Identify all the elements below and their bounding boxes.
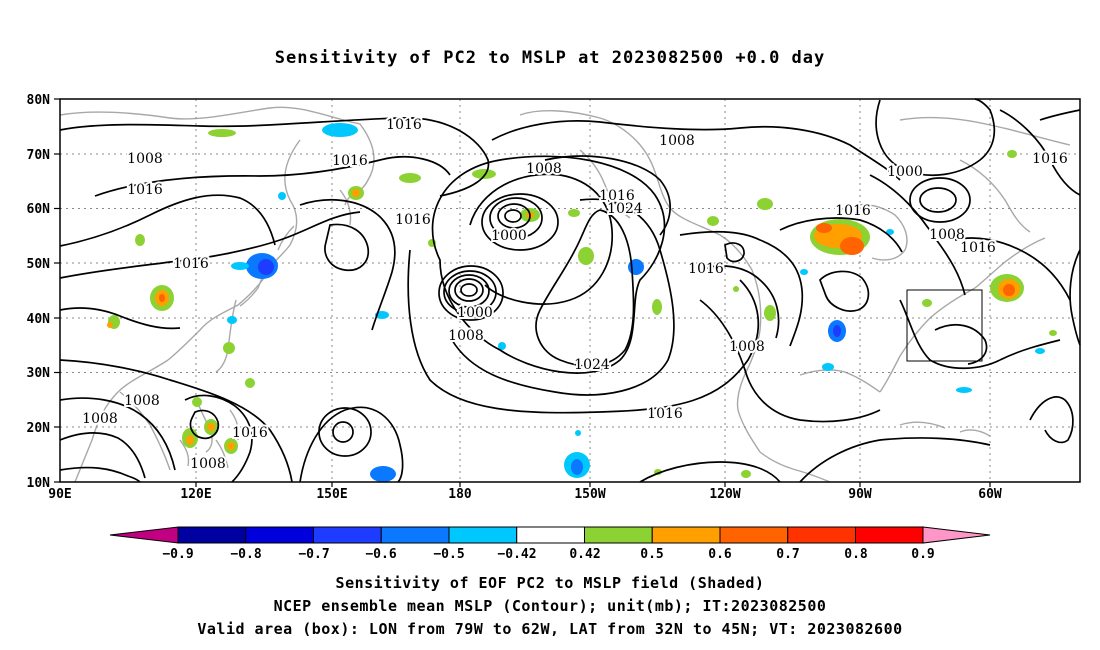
contour-label: 1016 <box>1032 151 1068 167</box>
colorbar-label: 0.6 <box>708 547 732 562</box>
colorbar-bin <box>855 526 924 544</box>
contour-label: 1016 <box>386 117 422 133</box>
lon-label: 90E <box>48 487 71 502</box>
contour-label: 1008 <box>190 456 226 472</box>
contour-label: 1000 <box>491 228 527 244</box>
contour-label: 1008 <box>124 393 160 409</box>
contour-label: 1016 <box>960 240 996 256</box>
lon-label: 150E <box>316 487 347 502</box>
colorbar-bin <box>380 526 450 544</box>
lon-ticks <box>195 482 991 487</box>
colorbar-bin <box>651 526 721 544</box>
caption-shading: Sensitivity of EOF PC2 to MSLP field (Sh… <box>335 574 765 592</box>
map-frame <box>59 98 1081 483</box>
contour-label: 1008 <box>448 328 484 344</box>
lat-label: 80N <box>27 93 51 108</box>
colorbar-bin <box>177 526 247 544</box>
lat-label: 60N <box>27 202 51 217</box>
contour-label: 1016 <box>835 203 871 219</box>
colorbar-bin <box>313 526 382 544</box>
mslp-contours <box>59 98 1081 483</box>
colorbar-bin <box>516 526 585 544</box>
contour-label: 1024 <box>574 357 610 373</box>
contour-label: 1016 <box>395 212 431 228</box>
colorbar-label: −0.42 <box>497 547 536 562</box>
page-title: Sensitivity of PC2 to MSLP at 2023082500… <box>274 48 826 68</box>
caption-valid-area: Valid area (box): LON from 79W to 62W, L… <box>197 620 903 638</box>
contour-label: 1016 <box>688 261 724 277</box>
contour-label: 1016 <box>127 182 163 198</box>
contour-label: 1016 <box>332 153 368 169</box>
contour-label: 1016 <box>599 188 635 204</box>
lon-label: 60W <box>978 487 1002 502</box>
colorbar-label: −0.6 <box>365 547 396 562</box>
lat-label: 20N <box>27 421 51 436</box>
map-plot-area: 1016 1008 1016 1016 1016 1008 1008 1016 … <box>59 98 1081 483</box>
colorbar-bin <box>787 526 856 544</box>
colorbar-label: 0.42 <box>569 547 600 562</box>
lon-label: 120E <box>180 487 211 502</box>
lon-label: 180 <box>448 487 472 502</box>
contour-labels: 1016 1008 1016 1016 1016 1008 1008 1016 … <box>80 115 1070 474</box>
contour-label: 1008 <box>127 151 163 167</box>
lat-label: 30N <box>27 366 51 381</box>
colorbar-low-arrow <box>109 526 179 544</box>
colorbar-high-arrow <box>922 526 991 544</box>
colorbar-label: −0.9 <box>162 547 193 562</box>
contour-label: 1000 <box>887 164 923 180</box>
lat-label: 70N <box>27 148 51 163</box>
colorbar-label: −0.8 <box>230 547 261 562</box>
colorbar-label: 0.8 <box>844 547 868 562</box>
colorbar-bin <box>584 526 653 544</box>
colorbar-label: −0.7 <box>298 547 329 562</box>
lat-label: 40N <box>27 312 51 327</box>
lat-ticks <box>54 98 60 483</box>
lon-label: 120W <box>709 487 740 502</box>
contour-label: 1016 <box>173 256 209 272</box>
contour-label: 1016 <box>647 406 683 422</box>
lat-axis-labels: 80N 70N 60N 50N 40N 30N 20N 10N <box>27 93 51 491</box>
colorbar-label: −0.5 <box>433 547 464 562</box>
contour-label: 1008 <box>729 339 765 355</box>
lat-label: 10N <box>27 476 51 491</box>
lon-label: 150W <box>574 487 605 502</box>
colorbar-label: 0.5 <box>640 547 663 562</box>
colorbar-label: 0.7 <box>776 547 799 562</box>
lon-label: 90W <box>848 487 872 502</box>
colorbar-bin <box>719 526 789 544</box>
contour-label: 1008 <box>82 411 118 427</box>
valid-area-box <box>906 289 983 362</box>
lon-axis-labels: 90E 120E 150E 180 150W 120W 90W 60W <box>48 487 1002 502</box>
colorbar: −0.9 −0.8 −0.7 −0.6 −0.5 −0.42 0.42 0.5 … <box>109 526 991 562</box>
contour-label: 1000 <box>457 305 493 321</box>
colorbar-label: 0.9 <box>911 547 934 562</box>
contour-label: 1024 <box>607 201 643 217</box>
contour-label: 1008 <box>929 227 965 243</box>
colorbar-labels: −0.9 −0.8 −0.7 −0.6 −0.5 −0.42 0.42 0.5 … <box>162 547 934 562</box>
lat-label: 50N <box>27 257 51 272</box>
colorbar-bin <box>448 526 518 544</box>
colorbar-bin <box>245 526 314 544</box>
sensitivity-patches <box>107 123 1057 482</box>
contour-label: 1008 <box>526 161 562 177</box>
contour-label: 1016 <box>232 425 268 441</box>
contour-label: 1008 <box>659 133 695 149</box>
caption-contour: NCEP ensemble mean MSLP (Contour); unit(… <box>273 597 827 615</box>
